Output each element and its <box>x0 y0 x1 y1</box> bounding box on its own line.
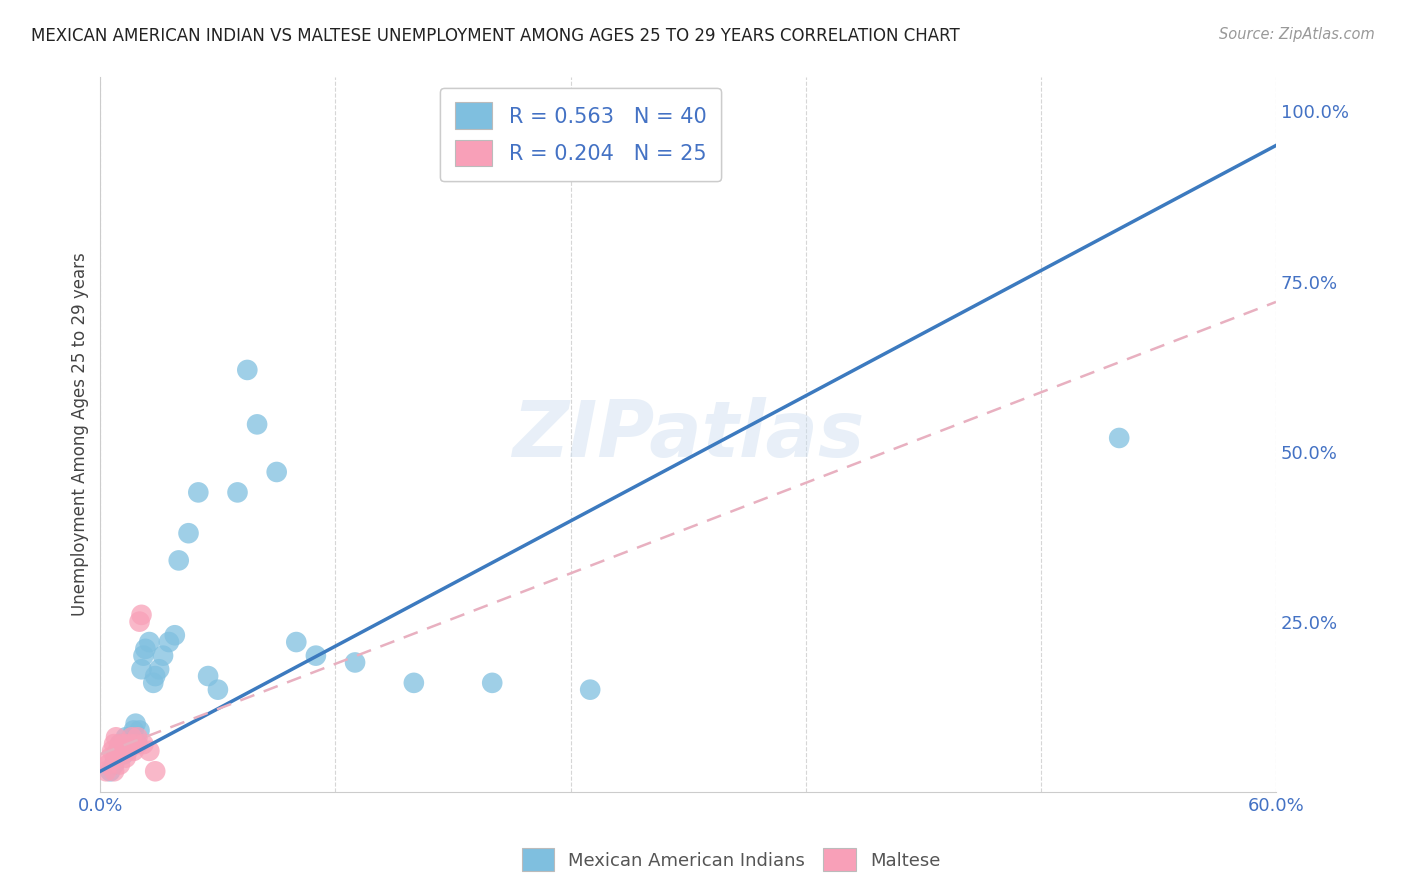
Point <box>148 662 170 676</box>
Point <box>402 676 425 690</box>
Legend: R = 0.563   N = 40, R = 0.204   N = 25: R = 0.563 N = 40, R = 0.204 N = 25 <box>440 87 721 181</box>
Text: Source: ZipAtlas.com: Source: ZipAtlas.com <box>1219 27 1375 42</box>
Point <box>108 737 131 751</box>
Point <box>103 737 125 751</box>
Point <box>187 485 209 500</box>
Point <box>124 737 146 751</box>
Point <box>124 716 146 731</box>
Point <box>246 417 269 432</box>
Point <box>157 635 180 649</box>
Point <box>105 750 128 764</box>
Point <box>207 682 229 697</box>
Point <box>134 641 156 656</box>
Legend: Mexican American Indians, Maltese: Mexican American Indians, Maltese <box>515 841 948 879</box>
Point <box>112 747 135 762</box>
Point <box>131 607 153 622</box>
Point <box>226 485 249 500</box>
Point <box>128 615 150 629</box>
Point <box>121 731 143 745</box>
Point <box>132 737 155 751</box>
Point <box>266 465 288 479</box>
Point <box>285 635 308 649</box>
Point <box>121 731 143 745</box>
Point <box>98 750 121 764</box>
Point <box>97 757 120 772</box>
Point <box>1108 431 1130 445</box>
Point <box>101 744 124 758</box>
Point <box>138 635 160 649</box>
Point <box>143 669 166 683</box>
Point <box>127 731 149 745</box>
Text: ZIPatlas: ZIPatlas <box>512 397 865 473</box>
Point <box>111 744 134 758</box>
Point <box>344 656 367 670</box>
Y-axis label: Unemployment Among Ages 25 to 29 years: Unemployment Among Ages 25 to 29 years <box>72 252 89 616</box>
Point <box>114 731 136 745</box>
Point <box>132 648 155 663</box>
Point <box>107 744 129 758</box>
Point <box>127 737 149 751</box>
Point <box>197 669 219 683</box>
Point <box>117 744 139 758</box>
Point <box>138 744 160 758</box>
Point <box>112 737 135 751</box>
Point <box>105 731 128 745</box>
Point <box>305 648 328 663</box>
Point <box>177 526 200 541</box>
Point <box>131 662 153 676</box>
Point <box>236 363 259 377</box>
Text: MEXICAN AMERICAN INDIAN VS MALTESE UNEMPLOYMENT AMONG AGES 25 TO 29 YEARS CORREL: MEXICAN AMERICAN INDIAN VS MALTESE UNEMP… <box>31 27 960 45</box>
Point <box>98 764 121 779</box>
Point <box>96 764 118 779</box>
Point <box>152 648 174 663</box>
Point <box>163 628 186 642</box>
Point <box>108 757 131 772</box>
Point <box>103 757 125 772</box>
Point <box>105 750 128 764</box>
Point <box>167 553 190 567</box>
Point <box>128 723 150 738</box>
Point <box>579 682 602 697</box>
Point <box>111 740 134 755</box>
Point <box>114 750 136 764</box>
Point <box>118 737 141 751</box>
Point <box>108 737 131 751</box>
Point <box>122 744 145 758</box>
Point <box>143 764 166 779</box>
Point <box>142 676 165 690</box>
Point <box>122 723 145 738</box>
Point <box>107 744 129 758</box>
Point <box>481 676 503 690</box>
Point <box>118 737 141 751</box>
Point <box>103 764 125 779</box>
